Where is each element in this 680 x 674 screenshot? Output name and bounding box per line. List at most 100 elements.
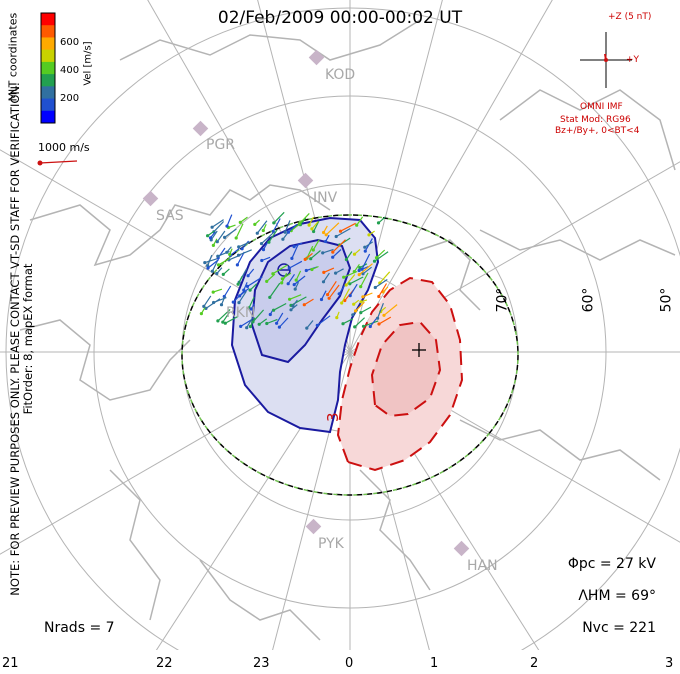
velocity-vector xyxy=(353,299,360,305)
colorbar-segment xyxy=(41,110,55,124)
velocity-vector xyxy=(316,315,331,326)
velocity-vector xyxy=(364,241,374,248)
scale-vector-label: 1000 m/s xyxy=(38,141,90,154)
velocity-vector xyxy=(311,221,319,230)
velocity-vector xyxy=(342,318,354,325)
colorbar-tick-600: 600 xyxy=(60,37,80,48)
velocity-vector xyxy=(355,301,365,312)
velocity-vector xyxy=(230,248,240,256)
velocity-vector xyxy=(374,251,389,262)
colorbar-segment xyxy=(41,25,55,38)
velocity-vector xyxy=(216,267,223,274)
velocity-vector xyxy=(247,276,263,287)
velocity-vector xyxy=(353,263,360,272)
velocity-vector xyxy=(308,216,315,226)
velocity-vector xyxy=(374,279,388,288)
velocity-vector xyxy=(356,216,364,226)
station-inv: INV xyxy=(313,190,338,206)
velocity-vector xyxy=(226,246,232,253)
velocity-vector xyxy=(261,231,275,245)
velocity-vector xyxy=(262,242,268,250)
velocity-vector xyxy=(306,320,314,329)
colorbar-segment xyxy=(41,49,55,63)
velocity-vector xyxy=(289,294,302,300)
velocity-vector xyxy=(207,259,220,269)
velocity-vector xyxy=(328,284,340,299)
velocity-vector xyxy=(379,271,391,284)
velocity-vector xyxy=(287,223,298,233)
velocity-vector xyxy=(360,272,369,287)
plot-title: 02/Feb/2009 00:00-00:02 UT xyxy=(217,8,463,28)
velocity-vector xyxy=(272,264,288,275)
velocity-vector xyxy=(293,242,303,248)
coastlines xyxy=(19,19,676,641)
colorbar-segment xyxy=(41,13,55,26)
velocity-vector xyxy=(313,220,320,232)
imf-source: OMNI IMF xyxy=(580,102,623,112)
mlt-tick: 3 xyxy=(665,656,674,671)
velocity-vector xyxy=(306,245,314,259)
positive-cell-maximum xyxy=(412,343,426,357)
preview-note: NOTE: FOR PREVIEW PURPOSES ONLY. PLEASE … xyxy=(8,19,35,659)
velocity-vector xyxy=(323,225,328,233)
velocity-vector xyxy=(287,273,295,285)
velocity-vector xyxy=(304,252,313,260)
velocity-vector xyxy=(254,219,261,225)
velocity-vector xyxy=(345,251,353,260)
velocity-vector xyxy=(272,218,281,232)
velocity-vector xyxy=(249,317,256,327)
velocity-vector xyxy=(223,285,232,297)
station-rkn: RKN xyxy=(226,305,256,321)
velocity-vector xyxy=(325,234,330,242)
velocity-vector xyxy=(211,219,224,228)
imf-condition: Bz+/By+, 0<BT<4 xyxy=(555,126,640,136)
velocity-vector xyxy=(268,229,278,243)
velocity-vector xyxy=(238,290,247,303)
velocity-vector xyxy=(284,220,291,233)
station-kod: KOD xyxy=(325,67,356,83)
velocity-vector xyxy=(336,311,340,318)
velocity-vector xyxy=(323,272,330,283)
velocity-vector xyxy=(224,228,237,238)
velocity-vector xyxy=(225,315,239,324)
velocity-vector xyxy=(338,283,346,295)
latitude-label-70: 70° xyxy=(494,287,511,313)
velocity-vector xyxy=(360,306,372,314)
station-sas: SAS xyxy=(156,208,184,224)
velocity-vector xyxy=(327,280,337,295)
velocity-vector xyxy=(226,214,233,227)
velocity-vector xyxy=(349,276,364,285)
velocity-vector xyxy=(237,275,243,285)
velocity-colorbar xyxy=(41,13,55,124)
velocity-vector xyxy=(210,230,218,241)
velocity-vector xyxy=(269,282,281,298)
imf-bz-label: +Z (5 nT) xyxy=(608,12,652,22)
scale-vector xyxy=(37,160,78,166)
velocity-vector xyxy=(311,265,319,271)
velocity-vector xyxy=(200,306,206,314)
velocity-vector xyxy=(216,230,226,243)
velocity-vector xyxy=(222,311,230,323)
velocity-vector xyxy=(382,286,389,293)
velocity-vector xyxy=(228,224,236,229)
velocity-vector xyxy=(290,296,307,306)
velocity-vector xyxy=(243,282,248,291)
fit-order-line: FitOrder: 8, mapEX format xyxy=(21,263,35,415)
velocity-vector xyxy=(343,270,358,278)
colorbar-segment xyxy=(41,98,55,112)
velocity-vector xyxy=(213,221,225,233)
velocity-vector xyxy=(340,222,356,232)
velocity-vector xyxy=(261,256,271,262)
velocity-vector xyxy=(247,268,255,277)
velocity-vector xyxy=(256,220,268,234)
velocity-vector xyxy=(293,275,306,286)
velocity-vector xyxy=(278,317,289,328)
imf-by-label: +Y xyxy=(626,55,640,65)
station-han: HAN xyxy=(467,558,498,574)
velocity-vector xyxy=(250,303,255,310)
velocity-vector xyxy=(262,224,267,231)
velocity-vector xyxy=(282,272,292,280)
mlt-tick: 22 xyxy=(156,656,173,671)
velocity-vector xyxy=(332,239,346,253)
